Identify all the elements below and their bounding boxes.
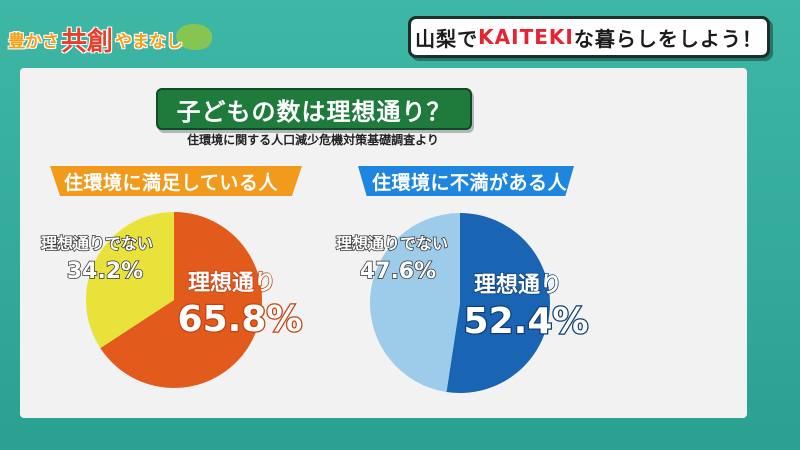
pie-left-title: 住環境に満足している人 [50, 166, 302, 196]
logo-text: 豊かさ 共創 やまなし [8, 14, 208, 64]
pie-left: 理想通り 65.8% 理想通りでない 34.2% [40, 212, 304, 388]
logo-suffix: やまなし [115, 31, 184, 52]
chart-title: 子どもの数は理想通り？ [156, 88, 472, 130]
pie-label-not-ideal: 理想通りでない [336, 234, 448, 253]
pie-value-ideal: 52.4% [464, 301, 589, 342]
pie-label-ideal: 理想通り [188, 271, 276, 296]
pie-right: 理想通り 52.4% 理想通りでない 47.6% [335, 213, 590, 394]
logo: 豊かさ 共創 やまなし [8, 14, 212, 64]
headline-banner: 山梨で KAITEKI な暮らしをしよう！ [408, 16, 770, 58]
headline-pre: 山梨で [415, 26, 479, 51]
pie-label-ideal: 理想通り [474, 273, 562, 298]
pie-value-ideal: 65.8% [178, 299, 303, 340]
pie-right-title: 住環境に不満がある人 [358, 166, 574, 196]
pie-slice-not-ideal [86, 212, 174, 349]
logo-main: 共創 [61, 26, 114, 57]
chart-source: 住環境に関する人口減少危機対策基礎調査より [187, 133, 439, 147]
pie-label-not-ideal: 理想通りでない [41, 234, 153, 253]
headline-accent: KAITEKI [478, 25, 574, 49]
pie-slice-ideal [446, 213, 551, 394]
pie-slice-not-ideal [370, 213, 460, 392]
logo-prefix: 豊かさ [8, 31, 59, 52]
pie-value-not-ideal: 34.2% [67, 259, 143, 284]
leaf-icon [176, 24, 212, 50]
pie-value-not-ideal: 47.6% [360, 259, 436, 284]
headline-post: な暮らしをしよう！ [573, 26, 763, 51]
pie-slice-ideal [100, 212, 262, 388]
